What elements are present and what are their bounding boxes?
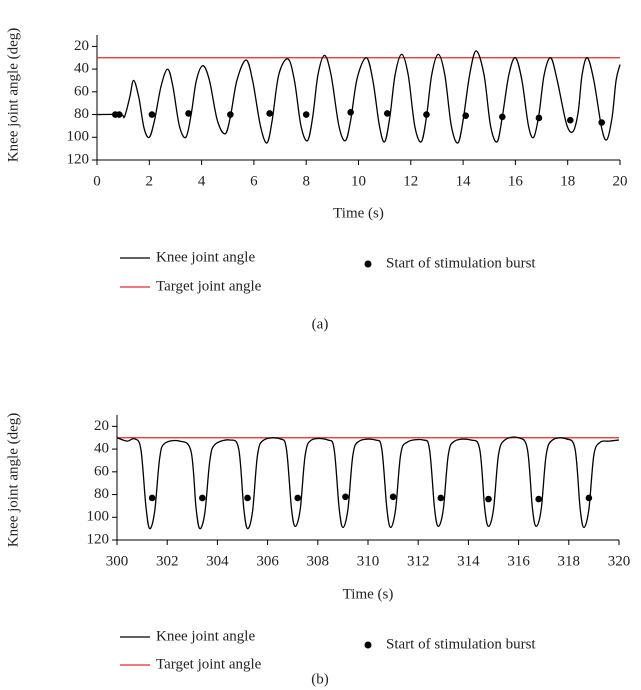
- knee-angle-line: [96, 50, 621, 144]
- burst-marker: [567, 116, 574, 124]
- x-tick-label: 312: [407, 553, 430, 569]
- x-tick-label: 320: [608, 553, 631, 569]
- burst-marker: [485, 495, 492, 503]
- legend-label: Target joint angle: [156, 278, 262, 294]
- legend-marker: [364, 260, 372, 268]
- x-tick-label: 8: [302, 173, 310, 189]
- burst-marker: [148, 111, 156, 118]
- burst-marker: [585, 494, 593, 502]
- x-tick-label: 4: [198, 173, 206, 189]
- x-tick-label: 300: [106, 553, 129, 569]
- burst-marker: [535, 114, 543, 122]
- x-axis-label: Time (s): [333, 205, 384, 221]
- x-tick-label: 18: [560, 173, 575, 189]
- burst-marker: [383, 110, 391, 117]
- x-tick-label: 2: [146, 173, 154, 189]
- burst-marker: [294, 494, 302, 502]
- legend-label: Knee joint angle: [156, 628, 255, 644]
- x-axis-label: Time (s): [343, 586, 394, 602]
- x-tick-label: 6: [250, 173, 258, 189]
- panel-label: (b): [311, 671, 329, 687]
- legend-label: Start of stimulation burst: [386, 255, 536, 271]
- y-tick-label: 60: [94, 463, 109, 479]
- x-tick-label: 310: [357, 553, 380, 569]
- legend-label: Start of stimulation burst: [386, 636, 536, 652]
- x-tick-label: 316: [507, 553, 530, 569]
- burst-marker: [389, 493, 397, 501]
- x-tick-label: 302: [156, 553, 179, 569]
- burst-marker: [342, 493, 349, 501]
- burst-marker: [437, 494, 445, 502]
- burst-marker: [535, 495, 542, 503]
- legend-label: Target joint angle: [156, 656, 262, 672]
- x-tick-label: 16: [508, 173, 524, 189]
- x-tick-label: 318: [558, 553, 581, 569]
- y-tick-label: 40: [94, 441, 109, 457]
- y-tick-label: 120: [67, 151, 90, 167]
- burst-marker: [244, 494, 251, 502]
- burst-marker: [423, 111, 430, 118]
- x-tick-label: 10: [351, 173, 366, 189]
- x-tick-label: 306: [256, 553, 279, 569]
- x-tick-label: 314: [457, 553, 480, 569]
- x-tick-label: 0: [93, 173, 101, 189]
- x-tick-label: 12: [403, 173, 418, 189]
- legend-label: Knee joint angle: [156, 249, 255, 265]
- burst-marker: [115, 111, 123, 118]
- burst-marker: [302, 111, 310, 118]
- x-tick-label: 14: [456, 173, 472, 189]
- burst-marker: [462, 112, 470, 119]
- y-tick-label: 80: [74, 106, 89, 122]
- y-axis-label: Knee joint angle (deg): [5, 413, 21, 548]
- knee-angle-line: [116, 436, 620, 530]
- burst-marker: [199, 494, 206, 502]
- burst-marker: [185, 110, 192, 117]
- y-tick-label: 100: [67, 129, 90, 145]
- legend-marker: [364, 641, 372, 649]
- panel-label: (a): [312, 316, 329, 332]
- y-tick-label: 120: [87, 531, 110, 547]
- x-tick-label: 304: [206, 553, 229, 569]
- y-tick-label: 40: [74, 61, 89, 77]
- y-axis-label: Knee joint angle (deg): [5, 28, 21, 163]
- burst-marker: [598, 119, 605, 126]
- burst-marker: [266, 110, 273, 117]
- burst-marker: [499, 113, 506, 121]
- y-tick-label: 100: [87, 509, 110, 525]
- burst-marker: [148, 494, 156, 502]
- y-tick-label: 20: [74, 38, 89, 54]
- y-tick-label: 60: [74, 83, 89, 99]
- y-tick-label: 80: [94, 486, 109, 502]
- x-tick-label: 308: [307, 553, 330, 569]
- x-tick-label: 20: [613, 173, 628, 189]
- burst-marker: [227, 111, 234, 118]
- y-tick-label: 20: [94, 418, 109, 434]
- burst-marker: [347, 108, 354, 116]
